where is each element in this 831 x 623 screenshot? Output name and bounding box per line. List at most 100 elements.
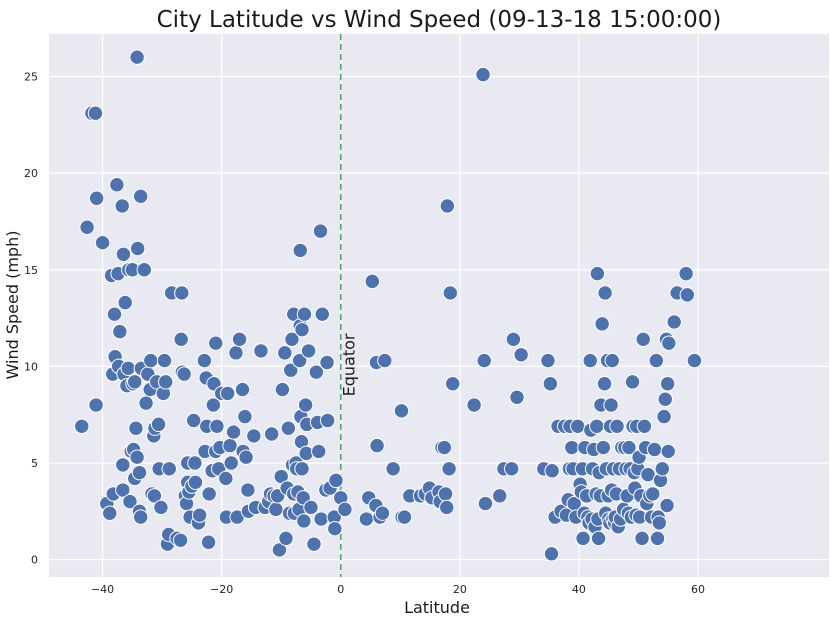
data-point [544,463,560,479]
data-point [238,449,254,465]
data-point [635,331,651,348]
data-point [112,323,128,340]
data-point [679,287,695,303]
data-point [173,331,189,348]
data-point [79,219,95,235]
data-point [327,520,343,537]
data-point [223,455,239,471]
data-point [444,376,461,392]
data-point [208,335,224,351]
data-point [313,511,329,527]
x-tick-label: 60 [691,583,705,596]
data-point [575,530,591,547]
y-axis-label: Wind Speed (mph) [3,231,22,380]
y-tick-label: 25 [24,71,38,84]
data-point [300,343,317,359]
data-point [596,376,613,392]
data-point [274,381,291,398]
data-point [358,511,375,527]
data-point [187,474,204,491]
data-point [102,505,118,521]
data-point [442,285,459,301]
data-point [604,352,620,369]
data-point [640,466,656,483]
data-point [589,418,605,434]
data-point [540,352,556,369]
data-point [185,412,202,429]
data-point [278,530,294,547]
data-point [94,234,111,251]
data-point [543,546,560,562]
data-point [109,177,125,193]
data-point [660,443,676,460]
data-point [319,412,336,429]
x-tick-label: 40 [572,583,586,596]
data-point [115,457,131,473]
data-point [196,352,213,369]
data-point [225,424,242,440]
data-point [649,530,666,547]
data-point [129,49,145,65]
data-point [283,362,299,378]
data-point [122,493,138,510]
data-point [117,294,133,311]
data-point [280,420,297,436]
data-point [138,395,154,411]
data-point [161,461,177,477]
data-point [648,352,665,369]
data-point [88,190,105,206]
data-point [646,441,663,458]
data-point [150,416,167,433]
data-point [296,306,313,322]
data-point [201,486,217,502]
data-point [298,445,314,462]
data-point [513,347,529,363]
data-point [87,105,104,121]
data-point [115,482,131,498]
data-point [303,499,319,516]
data-point [231,331,248,348]
data-point [441,461,457,477]
data-point [439,499,455,516]
data-point [477,495,494,512]
grid-lines [49,34,829,577]
data-point [328,472,344,489]
data-point [158,374,174,390]
data-point [219,385,236,402]
data-point [222,437,238,454]
data-point [624,374,641,390]
data-point [439,198,456,214]
data-point [634,530,650,547]
data-point [209,418,225,434]
data-point [475,66,491,83]
data-point [284,331,300,348]
data-point [542,376,559,392]
data-point [385,461,401,477]
x-tick-label: 0 [337,583,344,596]
data-point [172,532,189,548]
data-point [594,316,610,332]
data-point [686,352,703,369]
data-point [609,418,625,434]
data-point [263,426,280,442]
data-point [200,534,217,550]
data-point [218,470,234,487]
data-point [294,321,310,338]
data-point [374,505,391,521]
tick-labels: −40 −20 0 20 40 60 0 5 10 15 20 25 [24,71,705,596]
data-point [308,364,325,380]
data-point [396,509,413,525]
data-point [205,397,222,413]
data-point [659,376,676,392]
data-point [311,443,327,460]
data-point [187,455,203,471]
data-point [131,464,148,481]
data-point [114,198,130,214]
data-point [603,397,619,413]
data-point [314,306,330,322]
equator-annotation: Equator [340,333,359,396]
data-point [436,439,453,456]
data-point [337,501,353,518]
data-point [130,240,146,257]
data-point [492,488,508,504]
